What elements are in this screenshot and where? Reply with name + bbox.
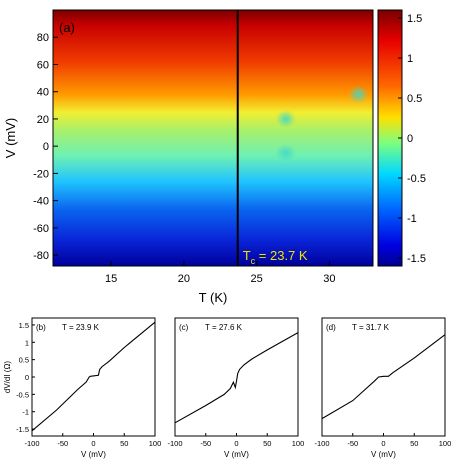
- heatmap-field: [53, 10, 373, 266]
- x-tick-label: 0: [234, 439, 238, 448]
- x-tick-label: -100: [314, 439, 329, 448]
- y-tick-label: -1: [22, 408, 29, 417]
- heatmap-feature-1: [275, 143, 296, 162]
- heatmap-body: [53, 10, 373, 266]
- series-line: [321, 334, 446, 420]
- x-tick-label: 100: [439, 439, 452, 448]
- x-tick-label: -100: [24, 439, 39, 448]
- x-axis-label: V (mV): [371, 450, 396, 459]
- plot-frame: [321, 317, 446, 437]
- colorbar-tick-label: 0: [407, 133, 413, 145]
- series-line: [174, 332, 299, 424]
- plot-title: T = 31.7 K: [352, 323, 390, 332]
- y-tick-label: 80: [37, 32, 49, 44]
- panel-b: -100 -50 0 50 100 -1.5 -1 -0.5 0 0.5 1 1.5 dV/dI (Ω)…: [3, 317, 162, 459]
- y-tick-label: 0: [43, 141, 49, 153]
- x-tick-label: 100: [149, 439, 162, 448]
- y-axis-label: dV/dI (Ω): [3, 361, 12, 394]
- y-tick-label: 0.5: [19, 356, 29, 365]
- y-tick-label: -1.5: [16, 425, 29, 434]
- plot-frame: [31, 317, 156, 437]
- x-tick-label: 100: [292, 439, 305, 448]
- heatmap-frame: [52, 9, 374, 267]
- colorbar-tick-label: -0.5: [407, 173, 426, 185]
- panel-c: -100 -50 0 50 100 V (mV) (c) T = 27.6 K: [167, 317, 305, 459]
- x-tick-label: -50: [347, 439, 358, 448]
- tc-annotation-value: = 23.7 K: [255, 248, 308, 263]
- colorbar-tick-label: -1.5: [407, 253, 426, 265]
- panel-label: (b): [36, 323, 46, 332]
- x-tick-label: 15: [105, 273, 117, 285]
- heatmap-feature-2: [348, 85, 369, 104]
- tc-annotation-subscript: c: [251, 256, 256, 266]
- x-axis-label: V (mV): [224, 450, 249, 459]
- x-axis-label: V (mV): [81, 450, 106, 459]
- heatmap-feature-0: [275, 109, 296, 128]
- y-tick-label: -20: [33, 168, 49, 180]
- panel-label-a: (a): [59, 20, 75, 35]
- y-tick-label: 60: [37, 59, 49, 71]
- x-tick-label: 20: [178, 273, 190, 285]
- colorbar-tick-label: -1: [407, 213, 417, 225]
- x-tick-label: 0: [91, 439, 95, 448]
- x-tick-label: 30: [323, 273, 335, 285]
- x-tick-label: 50: [263, 439, 271, 448]
- plot-title: T = 27.6 K: [205, 323, 243, 332]
- y-tick-label: 1: [25, 338, 29, 347]
- x-tick-label: -100: [167, 439, 182, 448]
- colorbar-tick-label: 0.5: [407, 93, 422, 105]
- panel-label: (c): [179, 323, 189, 332]
- x-tick-label: 0: [381, 439, 385, 448]
- x-tick-label: -50: [200, 439, 211, 448]
- colorbar-tick-label: 1.5: [407, 13, 422, 25]
- y-tick-label: -80: [33, 250, 49, 262]
- y-tick-label: -0.5: [16, 390, 29, 399]
- x-tick-label: 50: [120, 439, 128, 448]
- heatmap-panel-a: 15 20 25 30 -80 -60 -40 -20 0 20 40 60 80 T (K) V (mV)…: [3, 9, 374, 305]
- y-tick-label: 1.5: [19, 321, 29, 330]
- x-tick-label: 25: [251, 273, 263, 285]
- plot-frame: [174, 317, 299, 437]
- panel-label: (d): [326, 323, 336, 332]
- tc-annotation-symbol: T: [243, 248, 251, 263]
- panel-d: -100 -50 0 50 100 V (mV) (d) T = 31.7 K: [314, 317, 452, 459]
- y-tick-label: 20: [37, 114, 49, 126]
- y-axis-label: V (mV): [3, 118, 18, 158]
- y-tick-label: 0: [25, 373, 29, 382]
- y-tick-label: -40: [33, 196, 49, 208]
- y-tick-label: 40: [37, 87, 49, 99]
- plot-title: T = 23.9 K: [62, 323, 100, 332]
- series-line: [31, 321, 156, 432]
- x-tick-label: -50: [57, 439, 68, 448]
- colorbar: -1.5 -1 -0.5 0 0.5 1 1.5: [377, 9, 426, 267]
- y-tick-label: -60: [33, 223, 49, 235]
- x-axis-label: T (K): [199, 290, 228, 305]
- colorbar-tick-label: 1: [407, 53, 413, 65]
- x-tick-label: 50: [410, 439, 418, 448]
- tc-annotation: Tc = 23.7 K: [243, 248, 308, 266]
